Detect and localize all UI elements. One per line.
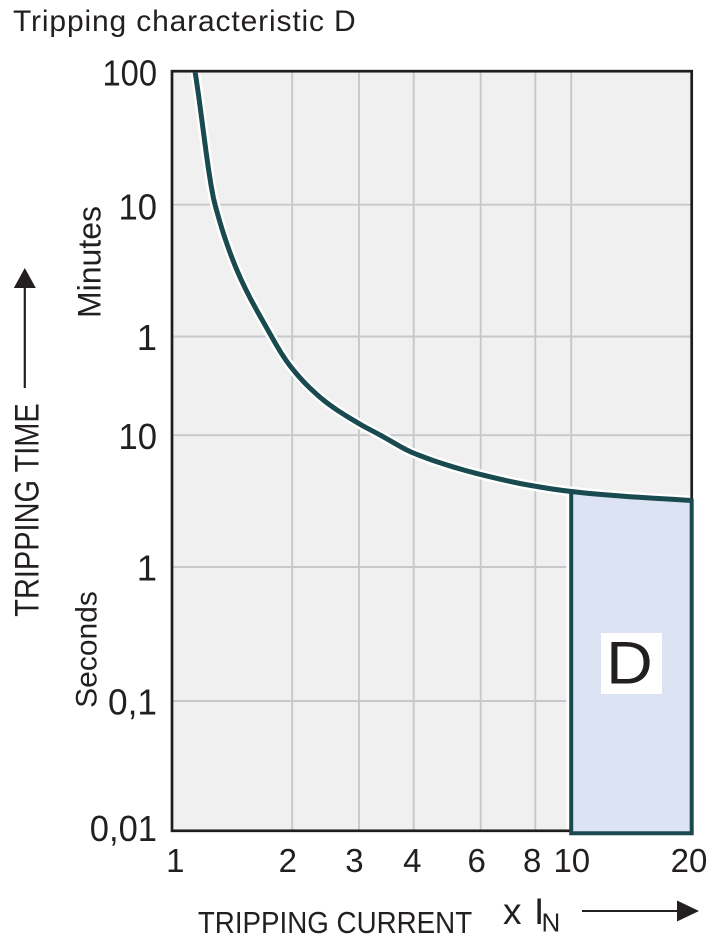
svg-text:8: 8	[523, 842, 541, 879]
svg-text:0,01: 0,01	[90, 808, 157, 849]
svg-text:Minutes: Minutes	[72, 206, 108, 318]
svg-text:N: N	[542, 908, 561, 938]
svg-text:TRIPPING CURRENT: TRIPPING CURRENT	[198, 907, 472, 940]
svg-text:10: 10	[553, 842, 590, 879]
svg-text:I: I	[534, 891, 544, 932]
svg-text:2: 2	[279, 842, 297, 879]
svg-text:D: D	[606, 629, 653, 697]
svg-text:6: 6	[468, 842, 486, 879]
svg-text:TRIPPING TIME: TRIPPING TIME	[7, 403, 46, 617]
svg-text:Seconds: Seconds	[71, 591, 104, 708]
svg-text:20: 20	[671, 842, 708, 879]
svg-text:3: 3	[345, 842, 363, 879]
svg-text:100: 100	[103, 52, 158, 93]
svg-text:Tripping characteristic D: Tripping characteristic D	[13, 5, 357, 38]
svg-text:1: 1	[166, 842, 184, 879]
svg-text:1: 1	[137, 317, 157, 358]
svg-text:0,1: 0,1	[108, 681, 157, 722]
svg-text:1: 1	[137, 547, 157, 588]
svg-text:10: 10	[119, 416, 158, 457]
svg-text:4: 4	[403, 842, 421, 879]
svg-text:x: x	[503, 891, 522, 932]
svg-text:10: 10	[119, 186, 158, 227]
